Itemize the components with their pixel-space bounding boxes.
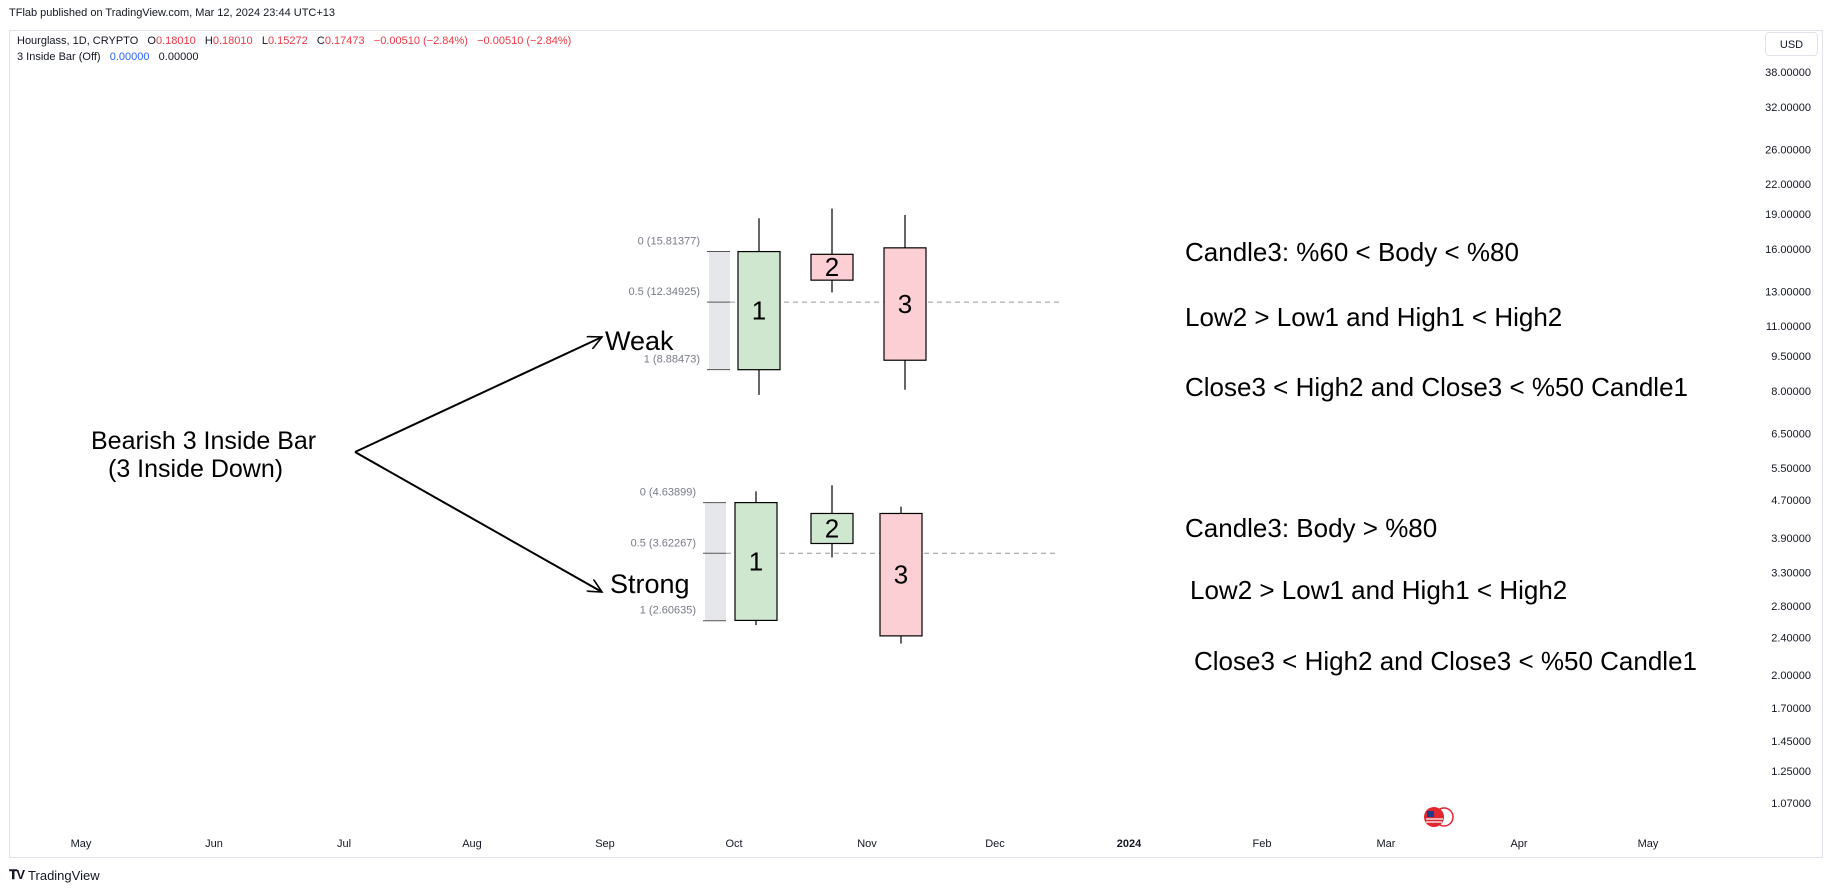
close-label: C — [316, 35, 325, 47]
change-value-2: −0.00510 (−2.84%) — [477, 35, 572, 47]
chart-frame — [9, 30, 1823, 858]
high-value: 0.18010 — [212, 35, 253, 47]
indicator-name[interactable]: 3 Inside Bar (Off) — [17, 51, 101, 63]
indicator-value-2: 0.00000 — [158, 51, 199, 63]
publish-info: TFlab published on TradingView.com, Mar … — [9, 7, 336, 19]
open-label: O — [147, 35, 156, 47]
high-label: H — [204, 35, 213, 47]
tradingview-logo-icon[interactable]: 𝐓V — [9, 867, 25, 882]
symbol-legend: Hourglass, 1D, CRYPTO O0.18010 H0.18010 … — [17, 35, 571, 47]
indicator-legend: 3 Inside Bar (Off) 0.00000 0.00000 — [17, 51, 198, 63]
change-value: −0.00510 (−2.84%) — [373, 35, 468, 47]
currency-button[interactable]: USD — [1765, 32, 1818, 56]
footer-brand[interactable]: TradingView — [28, 867, 100, 883]
low-label: L — [261, 35, 268, 47]
open-value: 0.18010 — [155, 35, 196, 47]
close-value: 0.17473 — [324, 35, 365, 47]
low-value: 0.15272 — [267, 35, 308, 47]
indicator-value-1: 0.00000 — [109, 51, 150, 63]
footer: 𝐓V TradingView — [9, 867, 100, 883]
symbol-name[interactable]: Hourglass, 1D, CRYPTO — [17, 35, 139, 47]
